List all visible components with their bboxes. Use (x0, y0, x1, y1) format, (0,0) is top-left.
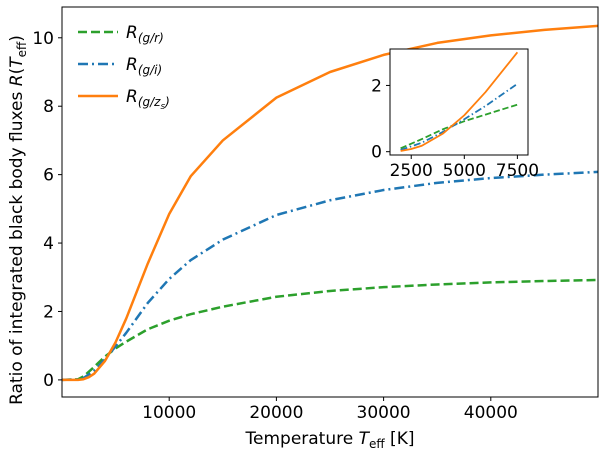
main-y-tick-label: 10 (32, 29, 54, 49)
main-series-line-2 (62, 170, 598, 382)
legend: R(g/r) R(g/i) R(g/zs) (78, 23, 170, 112)
main-y-tick-label: 6 (43, 166, 54, 186)
inset-x-tick-label: 2500 (390, 161, 433, 181)
main-x-tick-label: 10000 (142, 403, 196, 423)
main-series-line-3 (62, 24, 598, 382)
legend-label-g-i: R(g/i) (126, 55, 162, 77)
main-x-tick-label: 30000 (357, 403, 411, 423)
main-x-tick-label: 20000 (249, 403, 303, 423)
inset-series-group (400, 51, 519, 152)
x-axis-label: Temperature Teff [K] (245, 429, 415, 451)
inset-y-tick-label: 0 (371, 143, 382, 163)
inset-x-ticks: 2500 5000 7500 (390, 155, 539, 181)
inset-y-tick-label: 2 (371, 76, 382, 96)
y-axis-label: Ratio of integrated black body fluxes R(… (7, 35, 29, 405)
inset-x-tick-label: 5000 (443, 161, 486, 181)
main-y-ticks: 0 2 4 6 8 10 (32, 29, 62, 391)
main-axes-frame (61, 6, 599, 398)
main-x-tick-label: 40000 (464, 403, 518, 423)
legend-entry-g-r: R(g/r) (78, 23, 164, 45)
inset-x-tick-label: 7500 (496, 161, 539, 181)
main-series-group (62, 24, 598, 382)
legend-label-g-r: R(g/r) (126, 23, 164, 45)
main-y-tick-label: 4 (43, 234, 54, 254)
inset-series-line-3 (400, 51, 519, 152)
main-y-tick-label: 8 (43, 97, 54, 117)
main-y-tick-label: 0 (43, 371, 54, 391)
main-y-tick-label: 2 (43, 302, 54, 322)
main-series-line-1 (62, 278, 598, 382)
legend-entry-g-zs: R(g/zs) (78, 87, 170, 112)
legend-entry-g-i: R(g/i) (78, 55, 162, 77)
legend-label-g-zs: R(g/zs) (126, 87, 170, 112)
inset-y-ticks: 02 (371, 76, 390, 163)
inset-axes-frame (389, 48, 529, 156)
inset-plot: 2500 5000 7500 02 (371, 48, 539, 181)
main-x-ticks: 10000 20000 30000 40000 (142, 397, 518, 423)
